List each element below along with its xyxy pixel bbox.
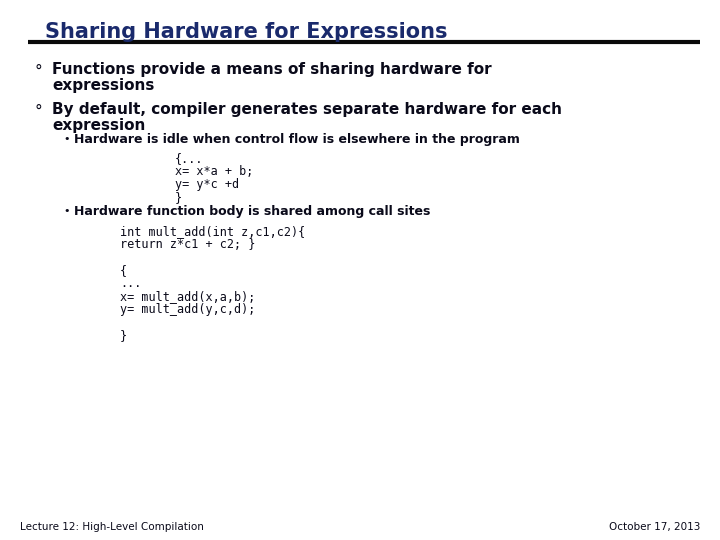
Text: •: • xyxy=(63,134,70,144)
Text: By default, compiler generates separate hardware for each: By default, compiler generates separate … xyxy=(52,102,562,117)
Text: return z*c1 + c2; }: return z*c1 + c2; } xyxy=(120,238,256,251)
Text: }: } xyxy=(175,191,182,204)
Text: ...: ... xyxy=(120,277,141,290)
Text: •: • xyxy=(63,206,70,216)
Text: Lecture 12: High-Level Compilation: Lecture 12: High-Level Compilation xyxy=(20,522,204,532)
Text: {...: {... xyxy=(175,152,204,165)
Text: Functions provide a means of sharing hardware for: Functions provide a means of sharing har… xyxy=(52,62,492,77)
Text: expression: expression xyxy=(52,118,145,133)
Text: Sharing Hardware for Expressions: Sharing Hardware for Expressions xyxy=(45,22,448,42)
Text: expressions: expressions xyxy=(52,78,154,93)
Text: Hardware function body is shared among call sites: Hardware function body is shared among c… xyxy=(74,205,431,218)
Text: x= mult_add(x,a,b);: x= mult_add(x,a,b); xyxy=(120,290,256,303)
Text: }: } xyxy=(120,329,127,342)
Text: y= y*c +d: y= y*c +d xyxy=(175,178,239,191)
Text: °: ° xyxy=(34,104,42,119)
Text: October 17, 2013: October 17, 2013 xyxy=(608,522,700,532)
Text: x= x*a + b;: x= x*a + b; xyxy=(175,165,253,178)
Text: °: ° xyxy=(34,64,42,79)
Text: y= mult_add(y,c,d);: y= mult_add(y,c,d); xyxy=(120,303,256,316)
Text: int mult_add(int z,c1,c2){: int mult_add(int z,c1,c2){ xyxy=(120,225,305,238)
Text: Hardware is idle when control flow is elsewhere in the program: Hardware is idle when control flow is el… xyxy=(74,133,520,146)
Text: {: { xyxy=(120,264,127,277)
